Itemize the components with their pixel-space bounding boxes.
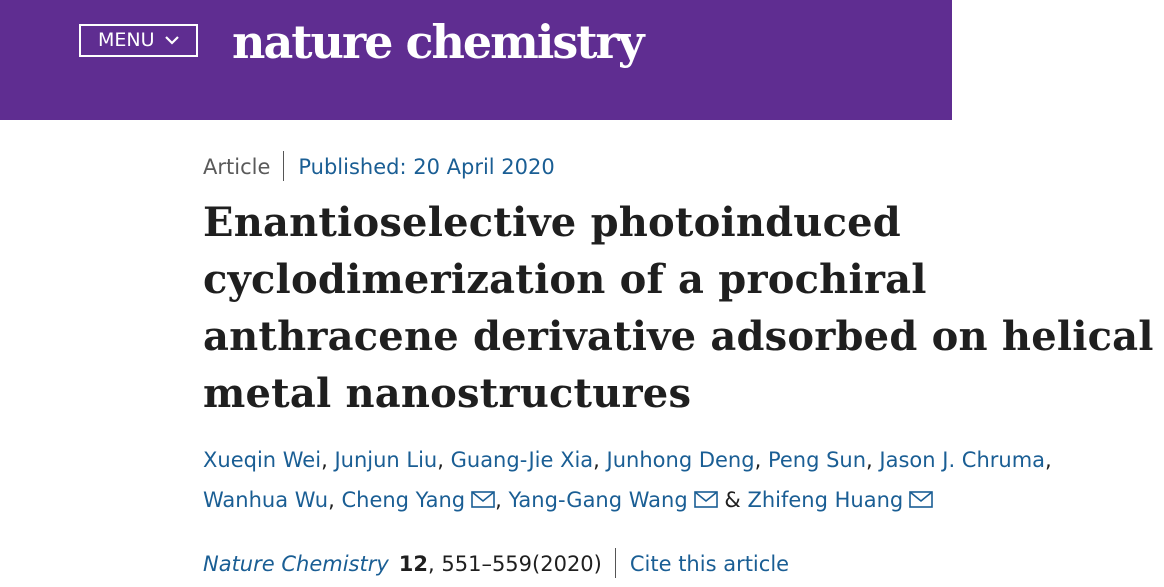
title-line: cyclodimerization of a prochiral	[203, 256, 927, 303]
author-link[interactable]: Cheng Yang	[341, 488, 466, 512]
author-separator: ,	[495, 488, 502, 512]
author-separator: ,	[1045, 448, 1052, 472]
citation-divider	[614, 548, 616, 578]
cite-this-article-link[interactable]: Cite this article	[629, 552, 790, 576]
author-separator: ,	[866, 448, 873, 472]
volume-number: 12	[398, 552, 429, 576]
journal-name: Nature Chemistry	[203, 552, 389, 576]
author-link[interactable]: Wanhua Wu	[203, 488, 329, 512]
author-link[interactable]: Guang-Jie Xia	[450, 448, 594, 472]
author-separator: ,	[321, 448, 328, 472]
author-link[interactable]: Peng Sun	[767, 448, 867, 472]
chevron-down-icon	[165, 36, 179, 45]
author-link[interactable]: Junhong Deng	[606, 448, 755, 472]
author-link[interactable]: Jason J. Chruma	[879, 448, 1046, 472]
title-line: anthracene derivative adsorbed on helica…	[203, 313, 1154, 360]
author-link[interactable]: Junjun Liu	[334, 448, 438, 472]
journal-logo[interactable]: nature chemistry	[232, 12, 644, 72]
logo-text: nature chemistry	[232, 15, 644, 69]
title-line: metal nanostructures	[203, 370, 692, 417]
mail-icon[interactable]	[471, 491, 495, 508]
author-separator: ,	[437, 448, 444, 472]
published-date: Published: 20 April 2020	[298, 155, 555, 179]
author-separator: ,	[593, 448, 600, 472]
author-link[interactable]: Xueqin Wei	[203, 448, 322, 472]
menu-label: MENU	[98, 29, 155, 51]
author-list: Xueqin Wei, Junjun Liu, Guang-Jie Xia, J…	[203, 440, 1153, 520]
title-line: Enantioselective photoinduced	[203, 199, 901, 246]
author-link[interactable]: Zhifeng Huang	[747, 488, 904, 512]
pages-year: , 551–559(2020)	[428, 552, 602, 576]
site-header: MENU nature chemistry	[0, 0, 952, 120]
mail-icon[interactable]	[909, 491, 934, 508]
meta-divider	[283, 151, 285, 181]
mail-icon[interactable]	[693, 491, 718, 508]
author-line: Wanhua Wu, Cheng Yang, Yang-Gang Wang & …	[203, 480, 1153, 520]
article-meta: Article Published: 20 April 2020	[203, 151, 555, 183]
menu-button[interactable]: MENU	[79, 24, 198, 57]
author-link[interactable]: Yang-Gang Wang	[508, 488, 688, 512]
article-type: Article	[203, 155, 271, 179]
author-separator-ampersand: &	[724, 488, 741, 512]
author-separator: ,	[754, 448, 762, 472]
citation-line: Nature Chemistry 12, 551–559(2020) Cite th…	[203, 548, 789, 580]
article-title: Enantioselective photoinduced cyclodimer…	[203, 194, 1154, 422]
author-line: Xueqin Wei, Junjun Liu, Guang-Jie Xia, J…	[203, 440, 1153, 480]
author-separator: ,	[328, 488, 335, 512]
